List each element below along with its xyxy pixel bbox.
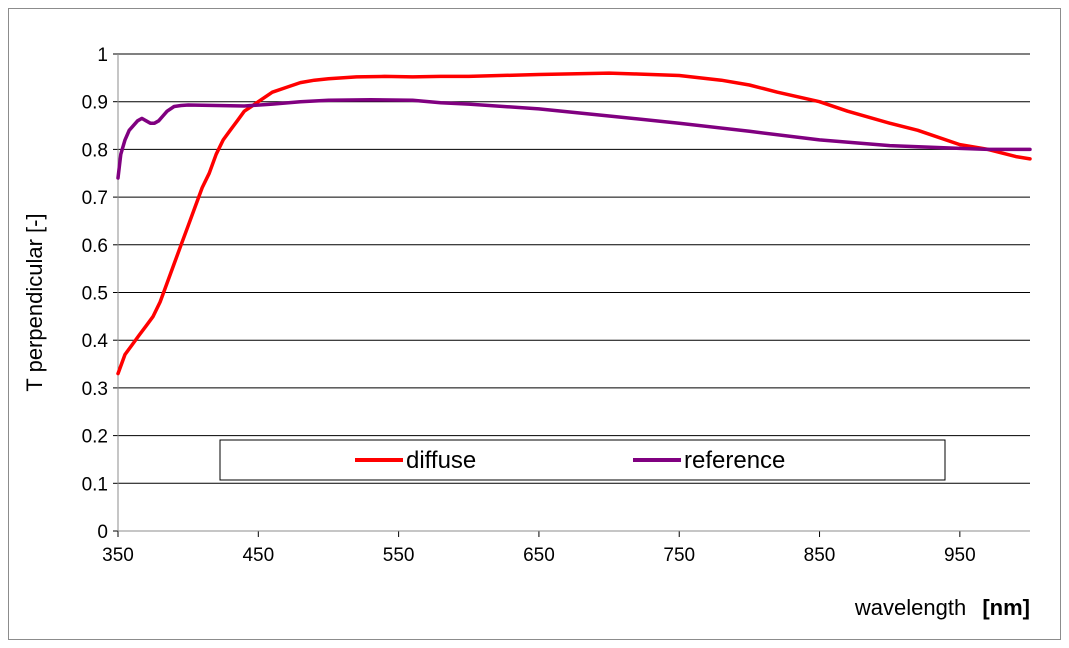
- y-tick-label: 0.9: [82, 93, 108, 114]
- y-axis-title: T perpendicular [-]: [22, 213, 47, 391]
- x-tick-label: 950: [944, 545, 976, 566]
- series-line-reference: [116, 98, 1032, 180]
- grid-layer: [118, 53, 1030, 484]
- x-tick-label: 550: [383, 545, 415, 566]
- legend-label-diffuse: diffuse: [406, 447, 476, 474]
- legend-label-reference: reference: [684, 447, 785, 474]
- series-layer: [116, 71, 1032, 376]
- x-tick-label: 850: [804, 545, 836, 566]
- y-tick-label: 0.2: [82, 427, 108, 448]
- y-tick-label: 0.1: [82, 474, 108, 495]
- axis-layer: 0 0.1 0.2 0.3 0.4 0.5 0.6 0.7 0.8 0.9 1 350 450 550 65…: [82, 45, 1030, 566]
- y-tick-label: 0.6: [82, 236, 108, 257]
- y-tick-label: 0: [97, 522, 108, 543]
- y-tick-label: 0.3: [82, 379, 108, 400]
- y-tick-label: 0.7: [82, 188, 108, 209]
- y-tick-label: 1: [97, 45, 108, 66]
- y-tick-label: 0.8: [82, 140, 108, 161]
- y-tick-label: 0.4: [82, 331, 109, 352]
- chart-frame: [8, 8, 1061, 640]
- x-tick-label: 650: [523, 545, 555, 566]
- x-tick-label: 350: [102, 545, 134, 566]
- series-line-diffuse: [116, 71, 1032, 376]
- y-tick-label: 0.5: [82, 284, 108, 305]
- legend: diffuse reference: [219, 439, 946, 481]
- legend-box: [219, 439, 946, 481]
- x-axis-title: wavelength [nm]: [854, 595, 1030, 620]
- x-axis-title-unit: [nm]: [982, 595, 1030, 620]
- x-tick-label: 750: [663, 545, 695, 566]
- x-axis-title-text: wavelength: [854, 595, 966, 620]
- x-tick-label: 450: [242, 545, 274, 566]
